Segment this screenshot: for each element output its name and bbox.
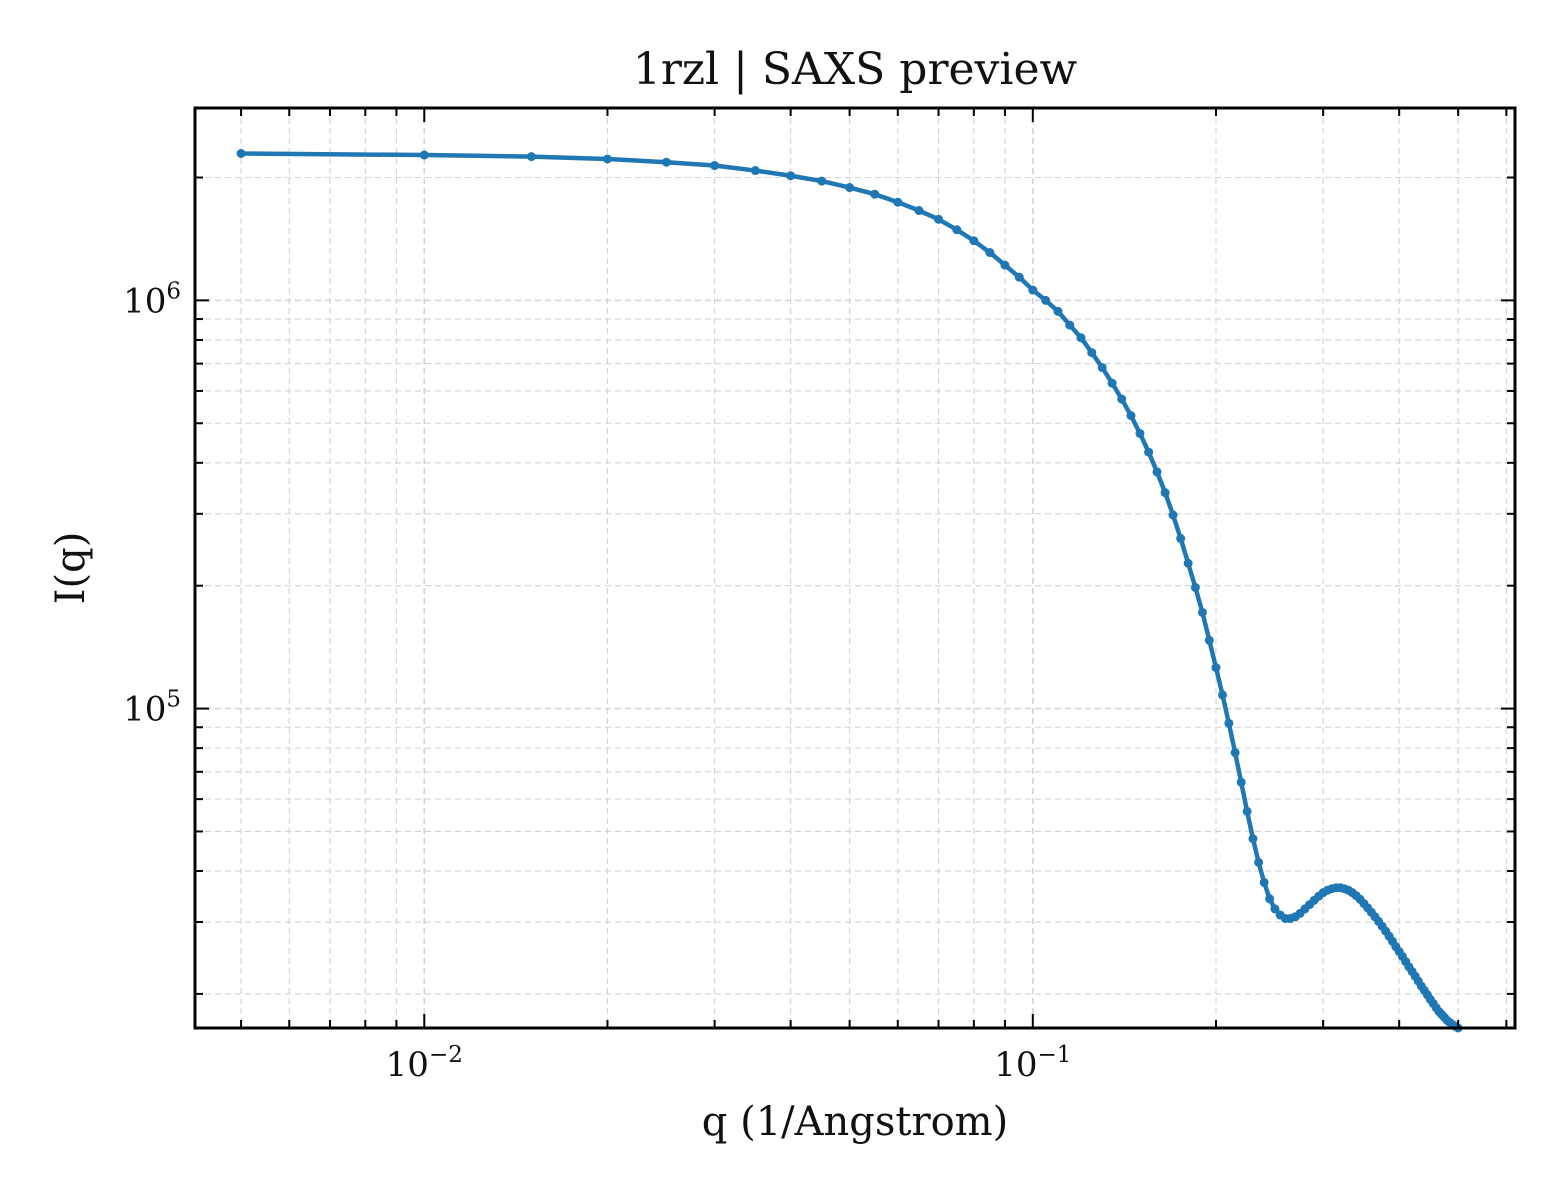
data-point: [1107, 378, 1117, 388]
data-point: [1117, 394, 1127, 404]
y-tick-label: 106: [123, 278, 181, 321]
y-tick-label: 105: [123, 687, 181, 730]
data-point: [710, 161, 720, 171]
data-point: [1265, 894, 1275, 904]
data-point: [1097, 362, 1107, 372]
y-axis-label: I(q): [48, 532, 94, 605]
data-point: [419, 150, 429, 160]
data-point: [1190, 582, 1200, 592]
data-point: [1230, 748, 1240, 758]
data-point: [786, 171, 796, 181]
data-point: [602, 154, 612, 164]
data-point: [1183, 558, 1193, 568]
data-point: [1076, 333, 1086, 343]
data-point: [1211, 663, 1221, 673]
data-point: [1197, 607, 1207, 617]
data-point: [1144, 447, 1154, 457]
data-point: [1028, 285, 1038, 295]
data-point: [985, 248, 995, 258]
x-tick-label: 10−2: [386, 1042, 463, 1085]
data-point: [952, 225, 962, 235]
data-point: [1126, 411, 1136, 421]
grid: [195, 108, 1515, 1028]
data-point: [1176, 534, 1186, 544]
data-point: [1000, 260, 1010, 270]
data-point: [1160, 488, 1170, 498]
data-point: [914, 206, 924, 216]
data-point: [1041, 295, 1051, 305]
data-point: [845, 183, 855, 193]
x-axis-label: q (1/Angstrom): [702, 1099, 1008, 1145]
data-point: [1270, 904, 1280, 914]
data-point: [1065, 320, 1075, 330]
data-point: [817, 176, 827, 186]
data-point: [1152, 467, 1162, 477]
data-point: [1135, 428, 1145, 438]
data-point: [750, 166, 760, 176]
data-point: [1204, 635, 1214, 645]
tick-labels: 10−2 10−1 105 106: [123, 278, 1071, 1085]
data-point: [969, 236, 979, 246]
ticks: [195, 108, 1515, 1028]
data-point: [1014, 272, 1024, 282]
data-point: [236, 149, 246, 158]
data-point: [1087, 348, 1097, 358]
data-point: [870, 189, 880, 199]
x-tick-label: 10−1: [994, 1042, 1071, 1085]
chart-title: 1rzl | SAXS preview: [633, 44, 1078, 95]
data-point: [1242, 806, 1252, 816]
data-point: [1224, 718, 1234, 728]
data-point: [1218, 690, 1228, 700]
data-point: [893, 197, 903, 207]
plot-frame: [193, 106, 1517, 1030]
data-point: [1053, 306, 1063, 316]
data-point: [526, 152, 536, 162]
data-point: [1168, 510, 1178, 520]
data-point: [934, 214, 944, 224]
data-point: [1259, 877, 1269, 887]
data-point: [1248, 834, 1258, 844]
data-point: [1236, 777, 1246, 787]
data-point: [661, 157, 671, 167]
data-point: [1254, 857, 1264, 867]
